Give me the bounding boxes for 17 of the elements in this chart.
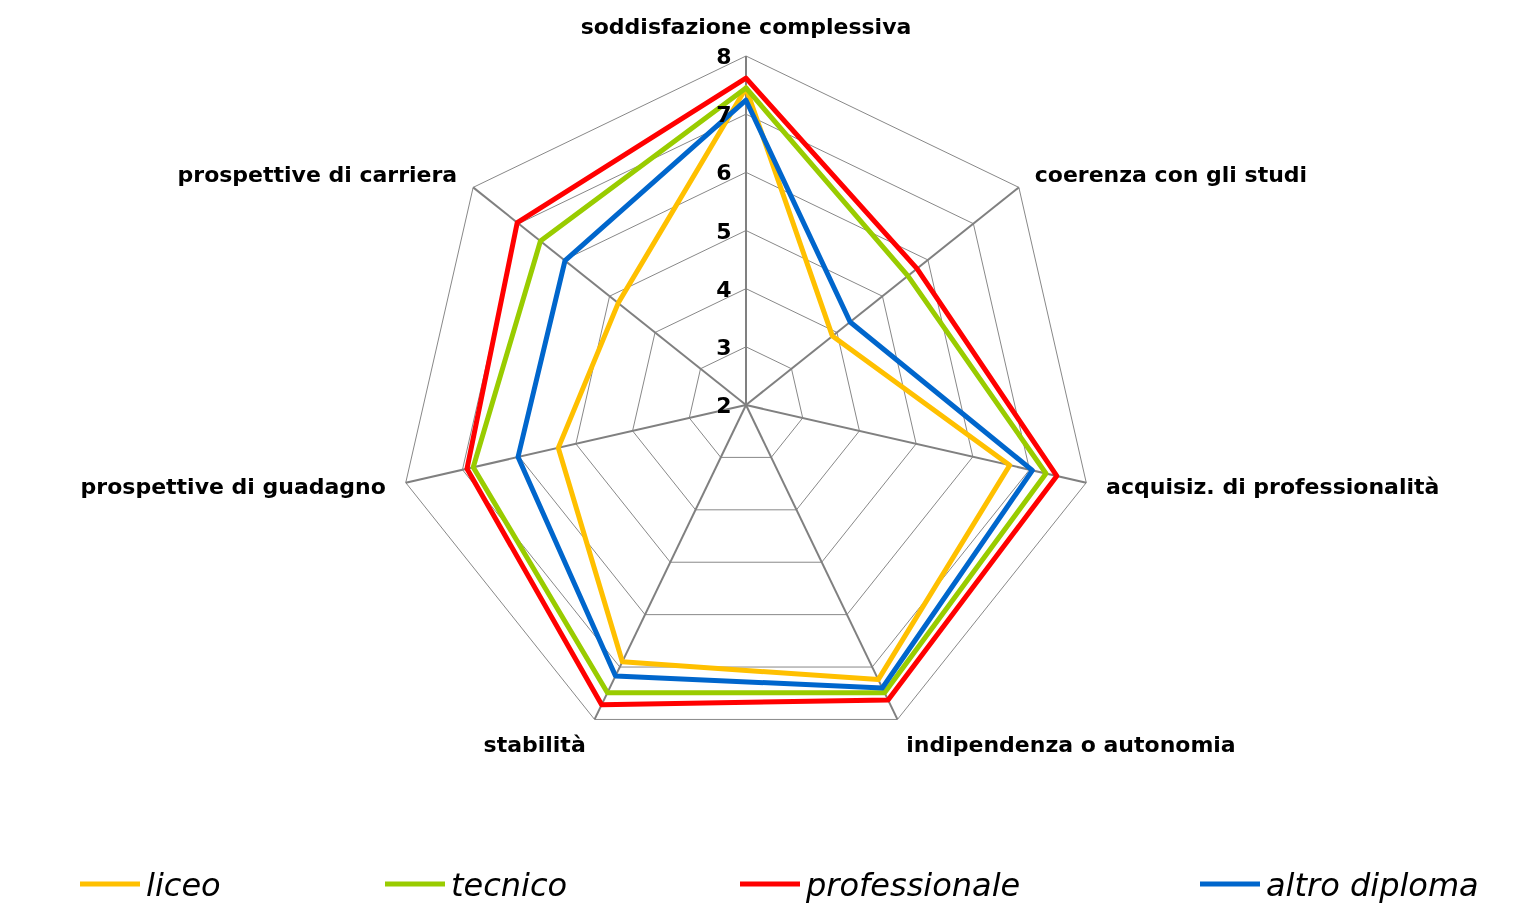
- y-tick-label: 5: [716, 218, 732, 244]
- spoke-label: soddisfazione complessiva: [580, 13, 912, 39]
- y-tick-label: 2: [716, 393, 732, 418]
- spoke-label: indipendenza o autonomia: [906, 731, 1236, 757]
- y-tick-label: 3: [716, 334, 732, 360]
- y-tick-label: 4: [716, 276, 732, 302]
- spoke-label: stabilità: [483, 731, 586, 757]
- spoke-label: coerenza con gli studi: [1034, 161, 1308, 187]
- y-tick-label: 8: [716, 44, 732, 69]
- spoke-label: acquisiz. di professionalità: [1106, 474, 1440, 500]
- legend-label: altro diploma: [1266, 866, 1479, 904]
- y-tick-label: 6: [716, 160, 732, 186]
- legend-label: liceo: [146, 866, 221, 904]
- spoke-label: prospettive di carriera: [177, 161, 458, 187]
- legend-label: tecnico: [451, 866, 568, 904]
- spoke-label: prospettive di guadagno: [80, 474, 386, 500]
- legend-label: professionale: [805, 866, 1021, 904]
